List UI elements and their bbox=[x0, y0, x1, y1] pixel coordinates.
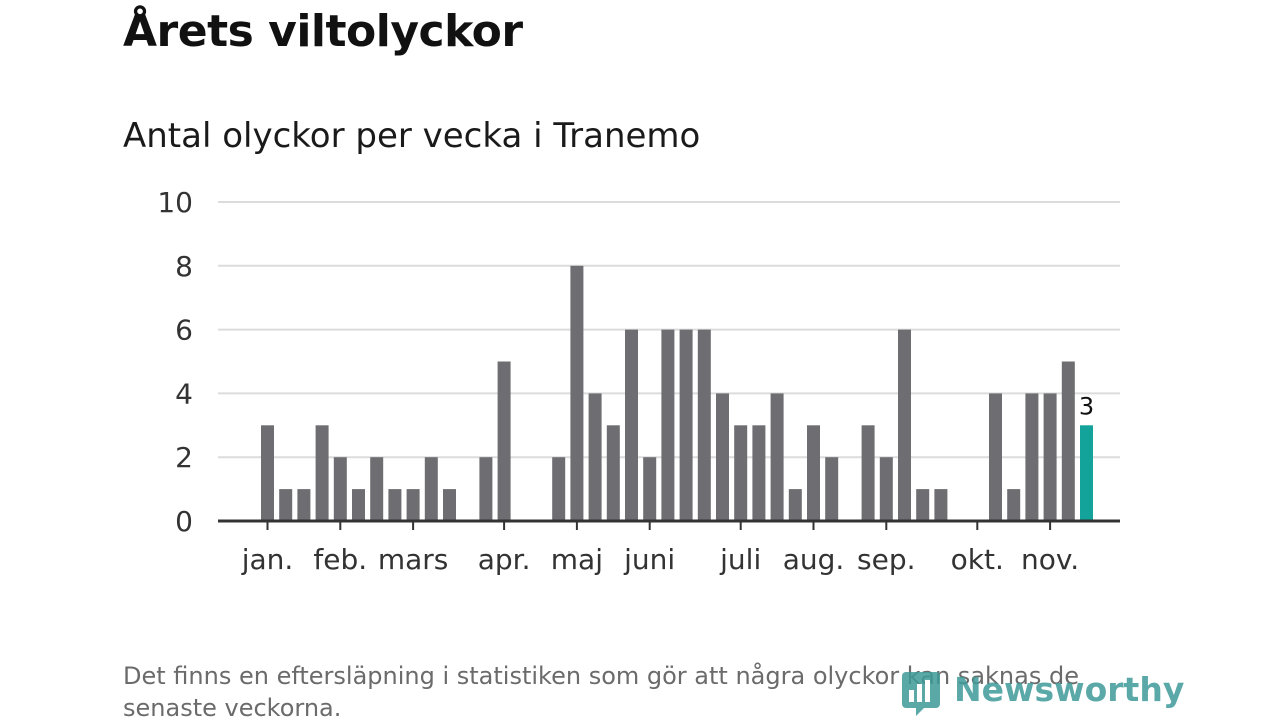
bar bbox=[443, 489, 456, 521]
x-tick-label: sep. bbox=[857, 543, 916, 576]
chart-title: Årets viltolyckor bbox=[123, 6, 523, 57]
bar bbox=[1043, 393, 1057, 521]
x-tick-label: okt. bbox=[951, 543, 1004, 576]
x-tick-label: apr. bbox=[478, 543, 531, 576]
data-labels: 3 bbox=[1079, 392, 1094, 420]
bar bbox=[697, 329, 711, 521]
bar bbox=[989, 393, 1002, 521]
bar bbox=[679, 329, 693, 521]
bar bbox=[370, 457, 384, 521]
bar bbox=[606, 425, 620, 521]
bar bbox=[588, 393, 602, 521]
bar bbox=[879, 457, 893, 521]
bar bbox=[424, 457, 438, 521]
bar bbox=[934, 489, 948, 521]
x-tick-label: juni bbox=[623, 543, 675, 576]
bar bbox=[788, 489, 802, 521]
bar bbox=[1007, 489, 1021, 521]
y-tick-label: 8 bbox=[175, 250, 193, 283]
bar bbox=[297, 489, 311, 521]
bar bbox=[497, 361, 511, 521]
bar bbox=[333, 457, 347, 521]
bar bbox=[1061, 361, 1075, 521]
bar bbox=[770, 393, 784, 521]
bar bbox=[861, 425, 875, 521]
y-tick-label: 10 bbox=[157, 186, 193, 219]
bar bbox=[825, 457, 839, 521]
bar bbox=[734, 425, 748, 521]
bar bbox=[552, 457, 566, 521]
bar bbox=[388, 489, 402, 521]
bar bbox=[716, 393, 729, 521]
bar-highlight bbox=[1080, 425, 1093, 521]
bar bbox=[898, 329, 911, 521]
bar bbox=[625, 329, 638, 521]
brand-name: Newsworthy bbox=[954, 670, 1185, 709]
x-tick-label: jan. bbox=[241, 543, 294, 576]
y-tick-label: 4 bbox=[175, 377, 193, 410]
newsworthy-logo-icon bbox=[902, 672, 940, 716]
bar bbox=[916, 489, 930, 521]
y-tick-label: 2 bbox=[175, 441, 193, 474]
y-tick-label: 0 bbox=[175, 505, 193, 538]
x-axis-month-labels: jan. feb. mars apr. maj juni juli aug. sep. okt. n… bbox=[241, 521, 1079, 576]
bar bbox=[752, 425, 766, 521]
x-tick-label: aug. bbox=[783, 543, 845, 576]
bars bbox=[261, 265, 1093, 521]
x-tick-label: feb. bbox=[313, 543, 367, 576]
bar bbox=[261, 425, 274, 521]
x-tick-label: nov. bbox=[1021, 543, 1079, 576]
y-axis-ticks: 0 2 4 6 8 10 bbox=[157, 186, 193, 538]
bar bbox=[479, 457, 493, 521]
newsworthy-logo: Newsworthy bbox=[900, 668, 1184, 720]
bar bbox=[315, 425, 329, 521]
x-tick-label: mars bbox=[378, 543, 449, 576]
x-tick-label: maj bbox=[551, 543, 603, 576]
bar bbox=[279, 489, 293, 521]
bar bbox=[643, 457, 657, 521]
bar bbox=[406, 489, 420, 521]
bar bbox=[661, 329, 675, 521]
data-label-last: 3 bbox=[1079, 392, 1094, 420]
bar bbox=[570, 265, 584, 521]
x-tick-label: juli bbox=[719, 543, 761, 576]
bar bbox=[352, 489, 365, 521]
bar-chart: 0 2 4 6 8 10 jan. feb. mars apr. maj juni juli aug. s… bbox=[157, 186, 1120, 576]
bar bbox=[1025, 393, 1039, 521]
bar bbox=[807, 425, 820, 521]
chart-subtitle: Antal olyckor per vecka i Tranemo bbox=[123, 116, 701, 156]
y-tick-label: 6 bbox=[175, 314, 193, 347]
